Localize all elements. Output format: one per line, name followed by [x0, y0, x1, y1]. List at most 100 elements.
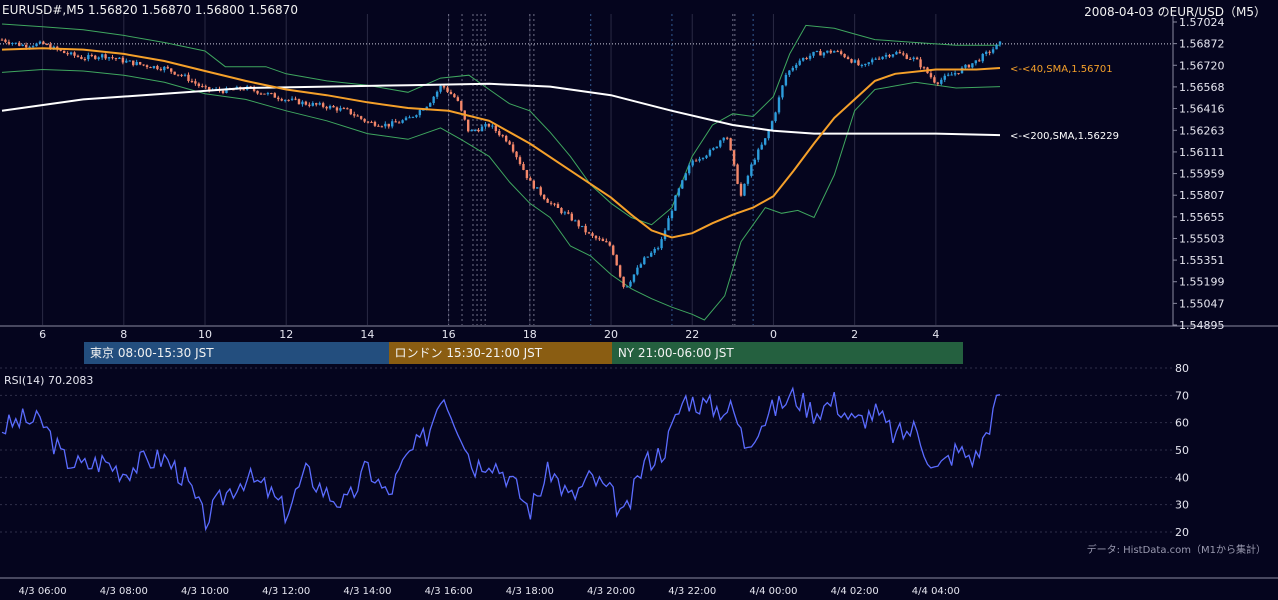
candle-body: [732, 150, 736, 165]
candle-body: [902, 53, 905, 55]
price-x-tick-label: 22: [685, 328, 699, 341]
candle-body: [884, 54, 888, 57]
candle-body: [207, 87, 211, 91]
candle-body: [190, 80, 194, 82]
candle-body: [59, 49, 62, 51]
candle-body: [857, 60, 860, 66]
candle-body: [480, 126, 484, 132]
candle-body: [891, 54, 895, 57]
candle-body: [922, 67, 926, 69]
price-y-tick-label: 1.56416: [1179, 103, 1225, 116]
candle-body: [584, 225, 587, 233]
candle-body: [860, 64, 864, 66]
candle-body: [422, 109, 425, 111]
candle-body: [967, 64, 971, 68]
candle-body: [525, 169, 529, 179]
candle-body: [45, 44, 49, 46]
candle-body: [297, 99, 301, 105]
candle-body: [618, 265, 622, 277]
candle-body: [536, 187, 539, 189]
candle-body: [553, 203, 556, 205]
candle-body: [187, 74, 190, 81]
candle-body: [736, 164, 739, 184]
candle-body: [836, 51, 839, 53]
candle-body: [370, 121, 373, 123]
candle-body: [722, 137, 725, 141]
candle-body: [767, 130, 770, 139]
candle-body: [138, 62, 142, 65]
price-y-tick-label: 1.55503: [1179, 232, 1225, 245]
rsi-y-tick-label: 20: [1175, 526, 1189, 539]
candle-body: [31, 46, 35, 48]
candle-body: [770, 121, 774, 131]
candle-body: [826, 50, 829, 53]
candle-body: [850, 59, 853, 63]
price-y-tick-label: 1.56568: [1179, 81, 1225, 94]
candle-body: [898, 52, 902, 54]
candle-body: [283, 99, 287, 101]
candle-body: [439, 85, 442, 92]
candle-body: [594, 235, 598, 239]
candle-body: [114, 58, 118, 60]
candle-body: [636, 267, 639, 275]
rsi-y-tick-label: 70: [1175, 389, 1189, 402]
rsi-x-tick-label: 4/3 16:00: [425, 586, 473, 597]
candle-body: [995, 44, 998, 50]
candle-body: [947, 74, 950, 76]
candle-body: [163, 66, 166, 71]
candle-body: [104, 54, 107, 59]
candle-body: [273, 93, 277, 98]
candle-body: [501, 135, 504, 137]
price-y-tick-label: 1.55199: [1179, 276, 1225, 289]
candle-body: [408, 117, 411, 119]
candle-body: [688, 165, 691, 174]
candle-body: [950, 74, 953, 76]
candle-body: [504, 135, 508, 142]
candle-body: [242, 89, 245, 91]
candle-body: [4, 39, 7, 42]
candle-body: [964, 64, 967, 68]
rsi-y-tick-label: 80: [1175, 362, 1189, 375]
candle-body: [763, 138, 767, 145]
price-x-tick-label: 16: [442, 328, 456, 341]
candle-body: [853, 60, 857, 63]
candle-body: [643, 257, 646, 265]
candle-body: [805, 58, 808, 60]
candle-body: [304, 101, 308, 105]
price-y-tick-label: 1.56720: [1179, 59, 1225, 72]
candle-body: [477, 130, 480, 132]
candle-body: [829, 50, 832, 53]
candle-body: [145, 65, 149, 68]
price-y-tick-label: 1.55351: [1179, 254, 1225, 267]
candle-body: [943, 75, 946, 80]
candle-body: [508, 141, 511, 145]
price-x-tick-label: 18: [523, 328, 537, 341]
candle-body: [384, 123, 387, 127]
candle-body: [915, 57, 919, 60]
candle-body: [87, 55, 90, 60]
candle-body: [971, 63, 974, 68]
candle-body: [380, 126, 384, 128]
candle-body: [912, 57, 915, 59]
candle-body: [332, 105, 335, 108]
rsi-y-tick-label: 30: [1175, 499, 1189, 512]
candle-body: [719, 140, 722, 147]
candle-body: [470, 130, 473, 132]
candle-body: [632, 274, 636, 282]
candle-body: [760, 144, 763, 150]
candle-body: [446, 87, 449, 92]
candle-body: [674, 195, 677, 211]
candle-body: [176, 74, 180, 76]
candle-body: [580, 225, 584, 227]
chart-title: 2008-04-03 のEUR/USD（M5）: [1084, 5, 1266, 19]
candle-body: [377, 125, 380, 127]
candle-body: [511, 144, 515, 152]
session-london: ロンドン 15:30-21:00 JST: [388, 342, 612, 364]
candle-body: [429, 103, 432, 107]
candle-body: [201, 85, 204, 87]
candle-body: [449, 91, 453, 95]
rsi-x-tick-label: 4/4 00:00: [749, 586, 797, 597]
candle-body: [539, 187, 542, 195]
candle-body: [998, 41, 1002, 45]
candle-body: [498, 131, 501, 136]
